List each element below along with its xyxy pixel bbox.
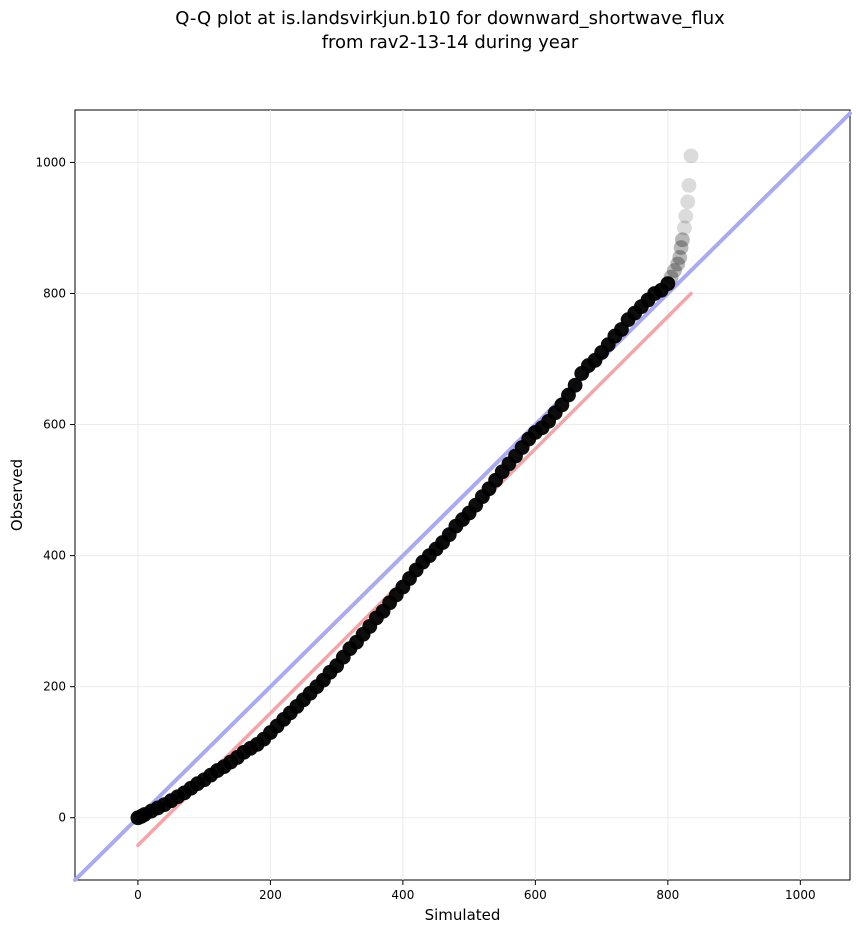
x-tick-label: 600 [524,888,547,902]
y-tick-label: 200 [43,680,66,694]
x-tick-label: 400 [391,888,414,902]
x-tick-label: 200 [259,888,282,902]
qq-point [663,269,679,285]
plot-area: 0 200 400 600 800 1000 0 200 400 600 800 1000 [35,109,852,902]
qq-point [670,256,686,272]
x-tick-label: 800 [656,888,679,902]
chart-title-line-1: Q-Q plot at is.landsvirkjun.b10 for down… [175,8,725,29]
qq-point [675,232,690,248]
x-axis-label: Simulated [425,906,501,924]
grid-layer [75,110,850,880]
qq-point [683,148,699,164]
y-tick-label: 1000 [35,155,66,169]
qq-point [567,377,583,393]
y-ticks: 0 200 400 600 800 1000 [35,155,75,825]
y-axis-label: Observed [8,459,26,531]
qq-point [678,208,694,224]
x-ticks: 0 200 400 600 800 1000 [134,880,816,902]
y-tick-label: 800 [43,286,66,300]
y-tick-label: 0 [58,811,66,825]
qq-point [681,177,697,193]
identity-line [73,111,852,882]
qq-point [667,263,682,278]
chart-title-line-2: from rav2-13-14 during year [322,32,579,53]
qq-point [673,240,689,256]
x-tick-label: 0 [134,888,142,902]
y-tick-label: 400 [43,549,66,563]
x-tick-label: 1000 [785,888,816,902]
qq-point [660,276,676,292]
qq-point [677,220,692,236]
y-tick-label: 600 [43,418,66,432]
qq-point [672,250,688,265]
point-layer [130,148,699,826]
qq-point [680,194,696,210]
